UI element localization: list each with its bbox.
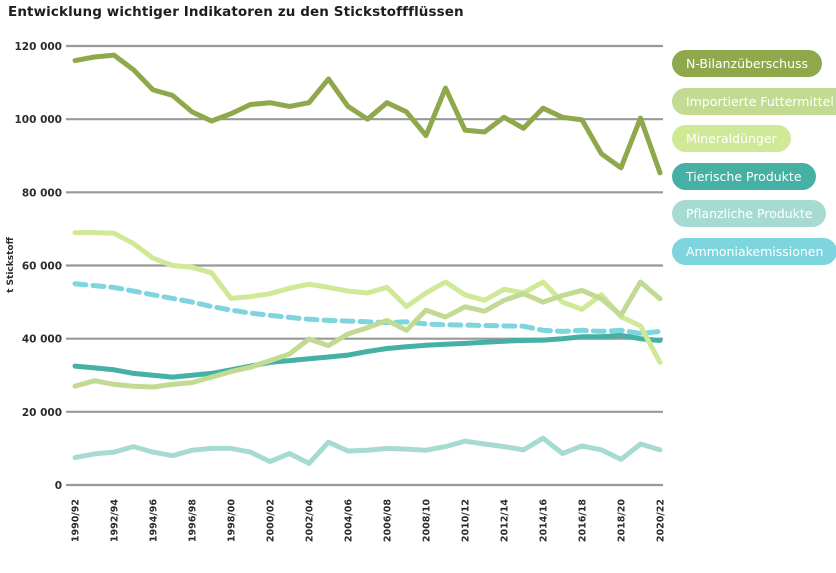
series-line-n-bilanzueberschuss bbox=[72, 52, 663, 176]
legend-label: Ammoniakemissionen bbox=[686, 243, 824, 259]
legend-pill-ammoniakemissionen[interactable]: Ammoniakemissionen bbox=[672, 237, 836, 265]
legend-pill-tierische-produkte[interactable]: Tierische Produkte bbox=[672, 162, 816, 190]
legend-label: Mineraldünger bbox=[686, 131, 777, 146]
x-tick-label: 2006/08 bbox=[383, 499, 394, 543]
y-tick-label: 100 000 bbox=[15, 114, 63, 126]
legend-pill-n-bilanzueberschuss[interactable]: N-Bilanzüberschuss bbox=[672, 50, 823, 77]
y-tick-label: 60 000 bbox=[22, 261, 62, 273]
chart-legend: N-Bilanzüberschuss Importierte Futtermit… bbox=[672, 50, 836, 265]
x-tick-label: 2004/06 bbox=[344, 499, 355, 543]
series-line-mineralduenger bbox=[72, 230, 663, 365]
x-tick-label: 2000/02 bbox=[266, 499, 277, 542]
y-tick-label: 20 000 bbox=[22, 407, 62, 419]
x-tick-label: 1998/00 bbox=[227, 499, 238, 543]
x-tick-label: 2008/10 bbox=[422, 499, 433, 543]
series-line-importierte-futtermittel bbox=[72, 279, 663, 390]
x-tick-label: 2020/22 bbox=[656, 499, 667, 542]
legend-label: Pflanzliche Produkte bbox=[686, 206, 813, 221]
x-tick-label: 1994/96 bbox=[149, 499, 160, 543]
chart-title: Entwicklung wichtiger Indikatoren zu den… bbox=[8, 4, 464, 20]
y-axis-unit-label: t Stickstoff bbox=[6, 236, 16, 292]
y-tick-label: 40 000 bbox=[22, 334, 62, 346]
series-line-pflanzliche-produkte bbox=[72, 435, 663, 466]
series-line-ammoniakemissionen bbox=[72, 281, 663, 336]
legend-label: N-Bilanzüberschuss bbox=[686, 56, 809, 71]
x-tick-label: 2018/20 bbox=[617, 499, 628, 543]
y-tick-label: 120 000 bbox=[15, 41, 63, 53]
series-line-tierische-produkte bbox=[72, 332, 663, 380]
legend-pill-pflanzliche-produkte[interactable]: Pflanzliche Produkte bbox=[672, 200, 827, 227]
x-tick-label: 1990/92 bbox=[71, 499, 82, 542]
legend-pill-importierte-futtermittel[interactable]: Importierte Futtermittel bbox=[672, 87, 836, 115]
x-tick-label: 2012/14 bbox=[500, 499, 511, 543]
y-tick-label: 80 000 bbox=[22, 187, 62, 199]
x-tick-label: 1996/98 bbox=[188, 499, 199, 543]
legend-label: Importierte Futtermittel bbox=[686, 93, 834, 109]
legend-label: Tierische Produkte bbox=[686, 168, 802, 184]
y-tick-label: 0 bbox=[55, 480, 62, 492]
x-tick-label: 2016/18 bbox=[578, 499, 589, 543]
legend-pill-mineralduenger[interactable]: Mineraldünger bbox=[672, 125, 791, 152]
x-tick-label: 2002/04 bbox=[305, 499, 316, 543]
x-tick-label: 1992/94 bbox=[110, 499, 121, 543]
x-tick-label: 2010/12 bbox=[461, 499, 472, 542]
x-tick-label: 2014/16 bbox=[539, 499, 550, 543]
